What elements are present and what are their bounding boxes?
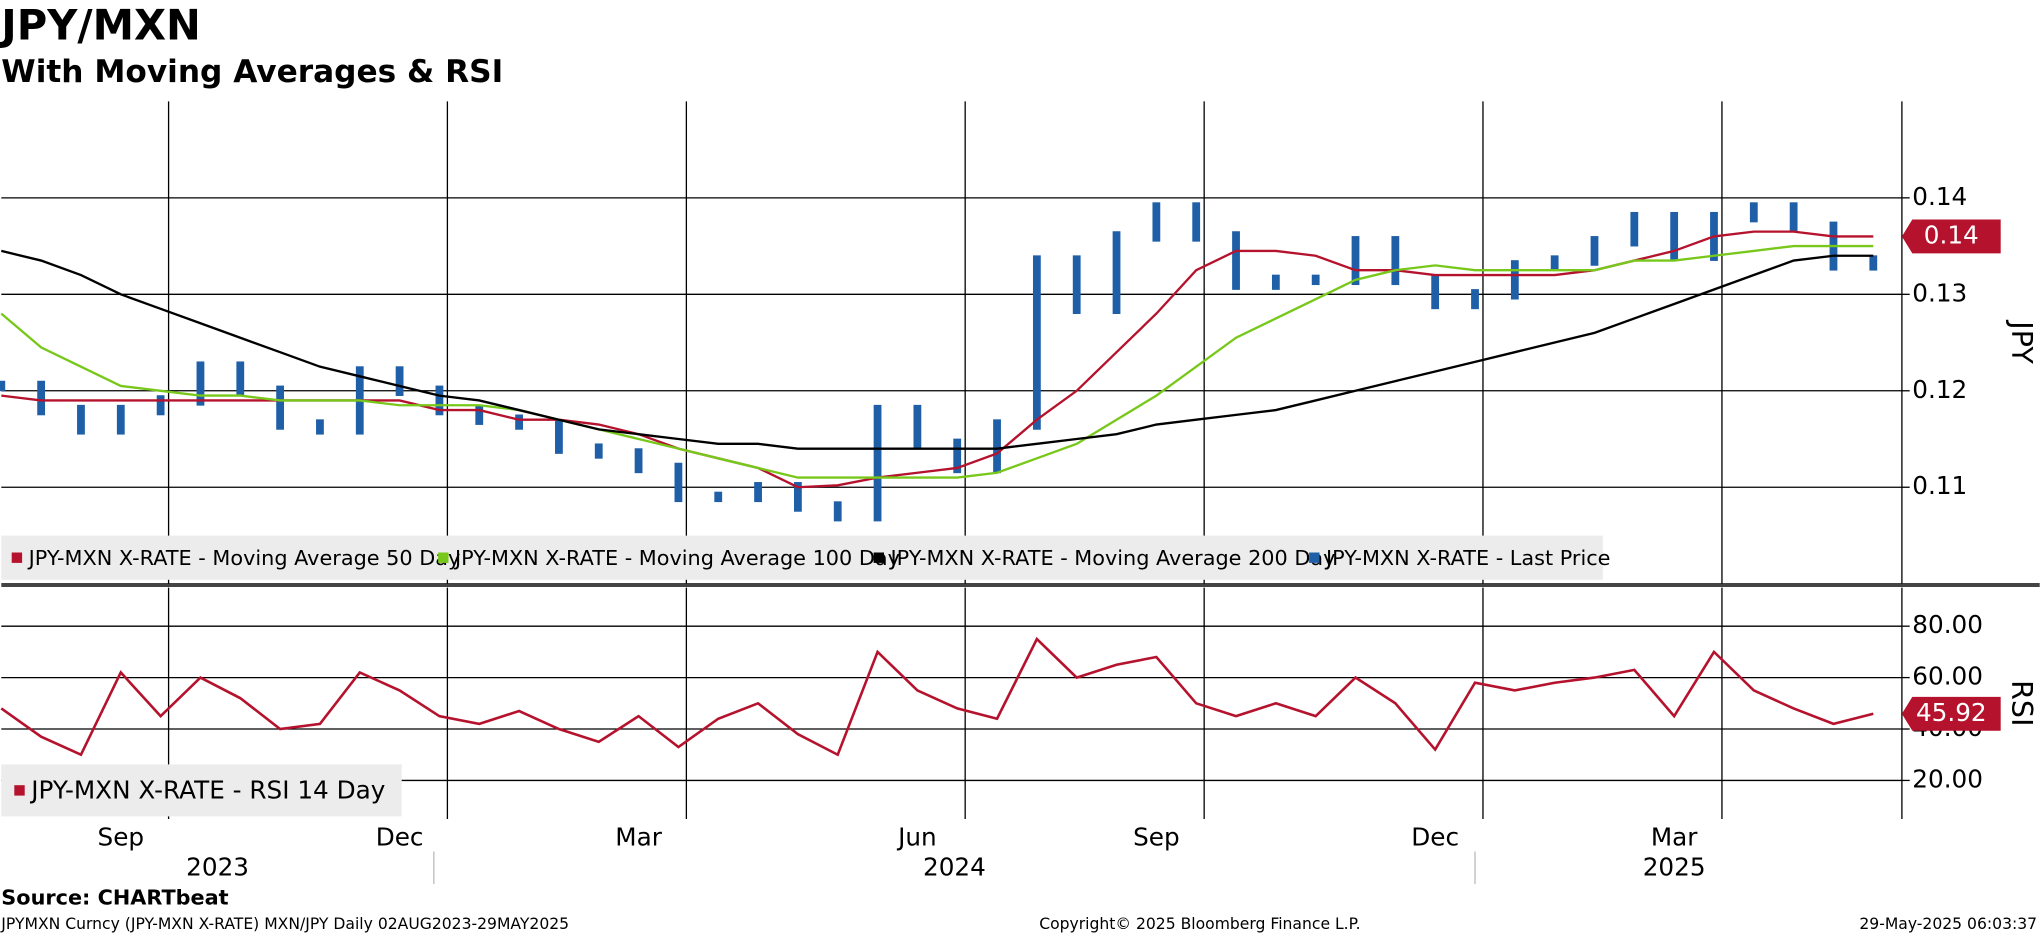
y-tick-label: 0.11 xyxy=(1912,471,1967,500)
price-bar xyxy=(515,414,523,430)
price-bar xyxy=(1431,274,1440,310)
timestamp: 29-May-2025 06:03:37 xyxy=(1859,915,2037,933)
price-bar xyxy=(1271,274,1280,290)
series-line xyxy=(0,244,1874,479)
y-tick-label: 80.00 xyxy=(1912,610,1983,639)
price-bar xyxy=(833,501,842,522)
x-tick-label: Dec xyxy=(1411,822,1459,851)
price-bar xyxy=(594,443,603,459)
price-bar xyxy=(674,462,683,503)
y-tick-label: 60.00 xyxy=(1912,662,1983,691)
legend-swatch xyxy=(873,552,884,563)
legend-swatch xyxy=(14,785,25,796)
legend-swatch xyxy=(11,552,23,563)
legend-label: JPY-MXN X-RATE - Moving Average 100 Day xyxy=(453,546,900,570)
legend-bg xyxy=(1,764,402,817)
price-bar xyxy=(953,438,962,474)
price-bar xyxy=(1670,211,1679,261)
price-bar xyxy=(913,404,922,450)
y-tick-label: 0.14 xyxy=(1912,182,1967,211)
footer-info: JPYMXN Curncy (JPY-MXN X-RATE) MXN/JPY D… xyxy=(0,915,569,933)
price-bar xyxy=(1869,255,1878,271)
legend-bg xyxy=(1,535,1603,580)
price-bar xyxy=(236,361,245,396)
value-tag-label: 0.14 xyxy=(1924,220,1979,249)
y-axis-label: JPY xyxy=(2005,319,2039,364)
price-bar xyxy=(316,419,324,435)
price-bar xyxy=(77,404,85,435)
price-bar xyxy=(634,448,643,474)
price-bar xyxy=(1112,231,1121,314)
price-bar xyxy=(1072,255,1081,314)
price-bar xyxy=(714,491,723,503)
price-bar xyxy=(1391,236,1400,286)
chart-subtitle: With Moving Averages & RSI xyxy=(1,54,503,90)
legend-label: JPY-MXN X-RATE - Last Price xyxy=(1324,546,1610,570)
copyright: Copyright© 2025 Bloomberg Finance L.P. xyxy=(1039,915,1360,933)
year-label: 2023 xyxy=(186,852,249,881)
price-bar xyxy=(276,385,285,430)
y-tick-label: 0.13 xyxy=(1912,278,1967,307)
price-bar xyxy=(555,419,563,454)
series-line xyxy=(0,636,1874,757)
price-bar xyxy=(475,404,484,425)
price-bar xyxy=(1032,255,1041,430)
price-bar xyxy=(1749,202,1758,223)
y-tick-label: 20.00 xyxy=(1912,764,1983,793)
price-bar xyxy=(37,380,46,416)
price-bar xyxy=(156,395,165,416)
x-tick-label: Dec xyxy=(376,822,424,851)
price-bar xyxy=(1192,202,1201,242)
year-label: 2025 xyxy=(1643,852,1706,881)
y-axis-label: RSI xyxy=(2005,680,2039,726)
price-bar xyxy=(1471,289,1479,310)
legend-swatch xyxy=(1309,552,1320,563)
price-bar xyxy=(0,380,6,392)
value-tag xyxy=(1901,696,2001,731)
x-tick-label: Sep xyxy=(1133,822,1180,851)
legend-label: JPY-MXN X-RATE - Moving Average 50 Day xyxy=(27,546,461,570)
value-tag xyxy=(1901,219,2001,254)
price-bar xyxy=(1590,236,1599,266)
price-bar xyxy=(873,404,882,522)
price-bar xyxy=(1351,236,1360,286)
value-tag-label: 45.92 xyxy=(1916,698,1987,727)
series-line xyxy=(1,249,1874,450)
price-bar xyxy=(196,361,205,406)
year-label: 2024 xyxy=(923,852,986,881)
price-bar xyxy=(395,366,404,396)
price-bar xyxy=(1789,202,1798,232)
price-bar xyxy=(1152,202,1161,242)
price-bar xyxy=(1311,274,1320,286)
price-bar xyxy=(116,404,125,435)
legend-label: JPY-MXN X-RATE - RSI 14 Day xyxy=(29,776,385,805)
x-tick-label: Sep xyxy=(98,822,145,851)
price-bar xyxy=(793,482,802,512)
price-bar xyxy=(1550,255,1559,271)
price-bar xyxy=(754,482,762,503)
price-bar xyxy=(435,385,444,416)
x-tick-label: Mar xyxy=(1651,822,1698,851)
price-bar xyxy=(1232,231,1240,290)
legend-swatch xyxy=(438,552,449,563)
chart-title: JPY/MXN xyxy=(0,1,201,50)
price-bar xyxy=(993,419,1001,474)
price-bar xyxy=(1510,260,1519,300)
x-tick-label: Jun xyxy=(896,822,937,851)
x-tick-label: Mar xyxy=(615,822,662,851)
price-bar xyxy=(1630,211,1639,247)
source: Source: CHARTbeat xyxy=(1,885,228,909)
y-tick-label: 0.12 xyxy=(1912,375,1967,404)
legend-label: JPY-MXN X-RATE - Moving Average 200 Day xyxy=(888,546,1335,570)
